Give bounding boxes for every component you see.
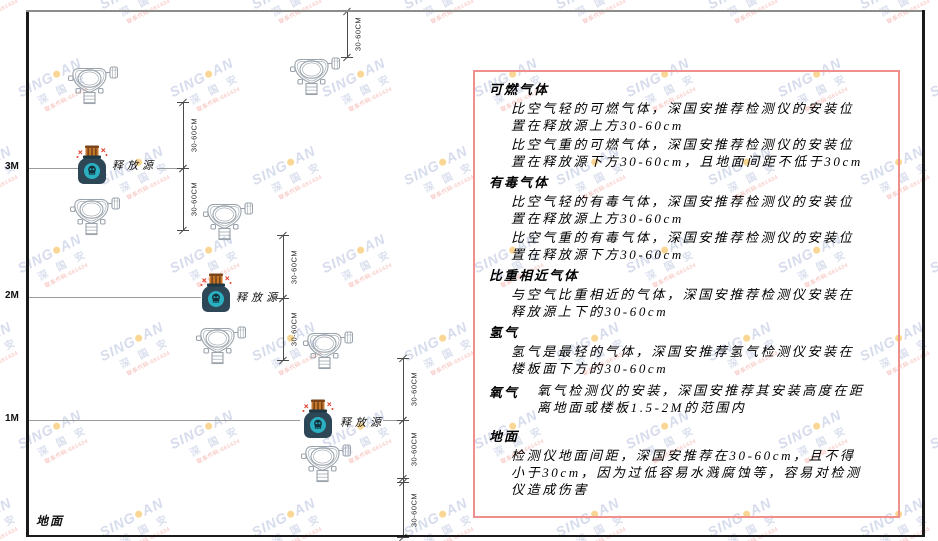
dimension-line (403, 358, 404, 537)
gas-detector-icon (288, 53, 341, 102)
section-paragraph: 氧气检测仪的安装，深国安推荐其安装高度在距离地面或楼板1.5-2M的范围内 (537, 383, 865, 415)
section-paragraph: 检测仪地面间距，深国安推荐在30-60cm，且不得小于30cm，因为过低容易水溅… (511, 448, 862, 497)
dimension-value-label: 30-60CM (409, 371, 419, 407)
height-label: 1M (5, 413, 19, 424)
height-reference-line (29, 168, 80, 169)
ground-line (26, 535, 925, 537)
section-title: 地面 (489, 429, 520, 444)
gas-detector-icon (68, 193, 121, 242)
section-paragraph: 比空气轻的可燃气体，深国安推荐检测仪的安装位置在释放源上方30-60cm (511, 101, 855, 133)
section-paragraph: 比空气轻的有毒气体，深国安推荐检测仪的安装位置在释放源上方30-60cm (511, 194, 855, 226)
height-reference-line (157, 168, 183, 169)
section-title: 氧气 (489, 385, 520, 400)
section-paragraph: 与空气比重相近的气体，深国安推荐检测仪安装在释放源上下的30-60cm (511, 287, 855, 319)
release-source-label: 释放源 (112, 160, 157, 172)
height-reference-line (383, 420, 403, 421)
release-source-icon (301, 398, 335, 445)
dimension-line (347, 11, 348, 57)
height-reference-line (29, 297, 201, 298)
height-reference-line (29, 420, 300, 421)
section-toxic-gas: 有毒气体 比空气轻的有毒气体，深国安推荐检测仪的安装位置在释放源上方30-60c… (489, 172, 884, 263)
section-ground: 地面 检测仪地面间距，深国安推荐在30-60cm，且不得小于30cm，因为过低容… (489, 426, 884, 498)
gas-detector-icon (201, 198, 254, 247)
height-label: 3M (5, 161, 19, 172)
ground-label: 地面 (36, 514, 65, 528)
dimension-value-label: 30-60CM (189, 117, 199, 153)
section-flammable-gas: 可燃气体 比空气轻的可燃气体，深国安推荐检测仪的安装位置在释放源上方30-60c… (489, 79, 884, 170)
dimension-value-label: 30-60CM (409, 431, 419, 467)
release-source-icon (75, 144, 109, 191)
gas-detector-icon (66, 62, 119, 111)
section-title: 比重相近气体 (489, 268, 580, 283)
gas-detector-icon (301, 327, 354, 376)
section-title: 氢气 (489, 325, 520, 340)
section-similar-density-gas: 比重相近气体 与空气比重相近的气体，深国安推荐检测仪安装在释放源上下的30-60… (489, 265, 884, 320)
release-source-label: 释放源 (340, 417, 385, 429)
section-paragraph: 氢气是最轻的气体，深国安推荐氢气检测仪安装在楼板面下方的30-60cm (511, 344, 855, 376)
section-hydrogen: 氢气 氢气是最轻的气体，深国安推荐氢气检测仪安装在楼板面下方的30-60cm (489, 322, 884, 377)
release-source-label: 释放源 (236, 292, 281, 304)
height-label: 2M (5, 290, 19, 301)
section-paragraph: 比空气重的可燃气体，深国安推荐检测仪的安装位置在释放源下方30-60cm，且地面… (511, 137, 863, 169)
section-title: 有毒气体 (489, 175, 550, 190)
section-title: 可燃气体 (489, 82, 550, 97)
dimension-value-label: 30-60CM (289, 311, 299, 347)
dimension-value-label: 30-60CM (353, 16, 363, 52)
dimension-value-label: 30-60CM (289, 249, 299, 284)
guideline-panel: 可燃气体 比空气轻的可燃气体，深国安推荐检测仪的安装位置在释放源上方30-60c… (473, 70, 900, 518)
dimension-value-label: 30-60CM (409, 492, 419, 527)
release-source-icon (199, 272, 233, 319)
gas-detector-icon (299, 440, 352, 489)
wall-left-line (26, 10, 29, 537)
dimension-value-label: 30-60CM (189, 181, 199, 217)
gas-detector-icon (194, 322, 247, 371)
section-oxygen: 氧气 氧气检测仪的安装，深国安推荐其安装高度在距离地面或楼板1.5-2M的范围内 (489, 382, 884, 418)
section-paragraph: 比空气重的有毒气体，深国安推荐检测仪的安装位置在释放源下方30-60cm (511, 230, 855, 262)
ceiling-line (26, 10, 925, 12)
wall-right-line (922, 10, 925, 537)
guideline-panel-content: 可燃气体 比空气轻的可燃气体，深国安推荐检测仪的安装位置在释放源上方30-60c… (475, 72, 898, 504)
